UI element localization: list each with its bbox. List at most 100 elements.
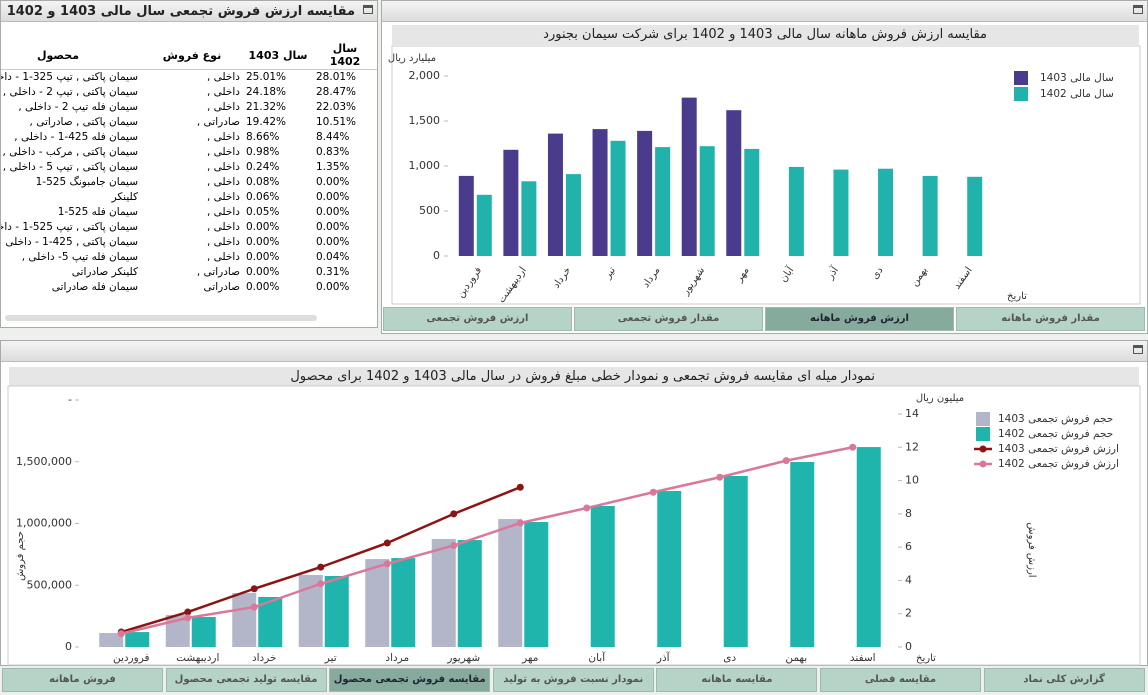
- table-cell: سیمان فله تیپ 2 - داخلی ,: [18, 101, 138, 113]
- table-row: 0.00% 0.06% داخلی , کلینکر: [1, 190, 377, 205]
- chart-tab[interactable]: مقدار فروش تجمعی: [574, 307, 763, 331]
- bottom-tab[interactable]: مقایسه فصلی: [820, 668, 981, 692]
- table-cell: سیمان فله تیپ 5- داخلی ,: [21, 251, 138, 263]
- panel-header: [382, 1, 1147, 22]
- table-cell: داخلی ,: [207, 71, 240, 83]
- bottom-tab[interactable]: مقایسه تولید تجمعی محصول: [165, 668, 327, 692]
- table-cell: 0.00%: [316, 191, 350, 203]
- table-row: 0.00% 0.05% داخلی , سیمان فله 525-1: [1, 205, 377, 220]
- table-cell: داخلی ,: [207, 236, 240, 248]
- table-cell: 0.00%: [316, 236, 350, 248]
- table-cell: سیمان پاکتی , تیپ 5 - داخلی ,: [2, 161, 138, 173]
- table-cell: 0.06%: [246, 191, 280, 203]
- table-panel: مقایسه ارزش فروش تجمعی سال مالی 1403 و 1…: [0, 0, 378, 328]
- table-row: 28.01% 25.01% داخلی , سیمان پاکتی , تیپ 325…: [1, 70, 377, 86]
- table-cell: سیمان فله 425-1 - داخلی ,: [14, 131, 138, 143]
- table-cell: 0.08%: [246, 176, 280, 188]
- table-cell: داخلی ,: [207, 191, 240, 203]
- table-cell: 28.01%: [316, 71, 357, 83]
- column-header: سال 1403: [243, 41, 313, 70]
- table-cell: صادراتی ,: [196, 116, 240, 128]
- table-cell: 19.42%: [246, 116, 287, 128]
- chart-title-bar: [9, 367, 1139, 387]
- table-cell: سیمان پاکتی , مرکب - داخلی ,: [2, 146, 138, 158]
- bottom-tab[interactable]: فروش ماهانه: [2, 668, 163, 692]
- bottom-tab[interactable]: مقایسه فروش تجمعی محصول: [329, 668, 491, 692]
- table-cell: داخلی ,: [207, 146, 240, 158]
- table-cell: 0.00%: [246, 266, 280, 278]
- table-cell: 0.00%: [316, 221, 350, 233]
- table-cell: 0.00%: [316, 206, 350, 218]
- table-row: 0.83% 0.98% داخلی , سیمان پاکتی , مرکب - دا…: [1, 145, 377, 160]
- table-cell: داخلی ,: [207, 161, 240, 173]
- panel-title: مقایسه ارزش فروش تجمعی سال مالی 1403 و 1…: [6, 4, 355, 19]
- table-cell: داخلی ,: [207, 221, 240, 233]
- table-cell: صادراتی: [203, 281, 240, 293]
- sales-table: سال 1402 سال 1403 نوع فروش محصول 28.01% 25.01…: [1, 41, 377, 295]
- scrollbar[interactable]: [5, 315, 317, 321]
- window-icon[interactable]: [1133, 5, 1143, 14]
- table-cell: 22.03%: [316, 101, 357, 113]
- table-cell: 0.31%: [316, 266, 350, 278]
- chart-title-bar: [392, 25, 1139, 45]
- chart-title: مقایسه ارزش فروش ماهانه سال مالی 1403 و …: [543, 27, 987, 42]
- bottom-tab[interactable]: گزارش کلی نماد: [983, 668, 1145, 692]
- table-row: 0.04% 0.00% داخلی , سیمان فله تیپ 5- داخلی …: [1, 250, 377, 265]
- window-icon[interactable]: [1133, 345, 1143, 354]
- table-row: 10.51% 19.42% صادراتی , سیمان پاکتی , صادرا…: [1, 115, 377, 130]
- table-cell: سیمان پاکتی , تیپ 325-1 - داخلی ,: [1, 71, 138, 83]
- table-cell: 0.05%: [246, 206, 280, 218]
- table-row: 0.00% 0.00% صادراتی سیمان فله صادراتی: [1, 280, 377, 295]
- table-row: 0.00% 0.00% داخلی , سیمان پاکتی , تیپ 525-1…: [1, 220, 377, 235]
- table-cell: سیمان پاکتی , صادراتی ,: [29, 116, 138, 128]
- window-icon[interactable]: [363, 5, 373, 14]
- table-cell: 8.44%: [316, 131, 350, 143]
- bottom-tab[interactable]: مقایسه ماهانه: [656, 668, 818, 692]
- table-cell: 0.24%: [246, 161, 280, 173]
- table-cell: کلینکر: [111, 191, 138, 203]
- table-cell: 0.00%: [246, 221, 280, 233]
- product-panel: نمودار میله ای مقایسه فروش تجمعی و نمودا…: [0, 340, 1148, 666]
- chart-tab[interactable]: مقدار فروش ماهانه: [956, 307, 1145, 331]
- column-header: نوع فروش: [141, 41, 243, 70]
- table-row: 0.00% 0.00% داخلی , سیمان پاکتی , 425-1 - د…: [1, 235, 377, 250]
- table-cell: 0.00%: [246, 251, 280, 263]
- table-cell: 0.00%: [246, 281, 280, 293]
- table-cell: کلینکر صادراتی: [71, 266, 138, 278]
- table-cell: 0.00%: [246, 236, 280, 248]
- table-cell: سیمان جامبونگ 525-1: [35, 176, 138, 188]
- table-cell: 0.04%: [316, 251, 350, 263]
- table-cell: 21.32%: [246, 101, 287, 113]
- table-row: 1.35% 0.24% داخلی , سیمان پاکتی , تیپ 5 - د…: [1, 160, 377, 175]
- table-row: 0.31% 0.00% صادراتی , کلینکر صادراتی: [1, 265, 377, 280]
- table-cell: داخلی ,: [207, 206, 240, 218]
- bottom-tab[interactable]: نمودار نسبت فروش به تولید: [492, 668, 654, 692]
- table-cell: 0.00%: [316, 281, 350, 293]
- table-cell: سیمان پاکتی , تیپ 525-1 - داخلی ,: [1, 221, 138, 233]
- chart-tab[interactable]: ارزش فروش تجمعی: [383, 307, 572, 331]
- column-header: سال 1402: [313, 41, 377, 70]
- table-row: 22.03% 21.32% داخلی , سیمان فله تیپ 2 - داخ…: [1, 100, 377, 115]
- table-cell: سیمان فله 525-1: [57, 206, 138, 218]
- column-header: محصول: [1, 41, 141, 70]
- table-cell: 8.66%: [246, 131, 280, 143]
- chart-tab[interactable]: ارزش فروش ماهانه: [765, 307, 954, 331]
- table-cell: 25.01%: [246, 71, 287, 83]
- table-cell: سیمان پاکتی , تیپ 2 - داخلی ,: [2, 86, 138, 98]
- table-cell: داخلی ,: [207, 101, 240, 113]
- table-cell: 10.51%: [316, 116, 357, 128]
- table-cell: سیمان فله صادراتی: [51, 281, 138, 293]
- table-cell: داخلی ,: [207, 131, 240, 143]
- header-row: سال 1402 سال 1403 نوع فروش محصول: [1, 41, 377, 70]
- table-row: 0.00% 0.08% داخلی , سیمان جامبونگ 525-1: [1, 175, 377, 190]
- table-cell: داخلی ,: [207, 251, 240, 263]
- table-cell: صادراتی ,: [196, 266, 240, 278]
- panel-header: [1, 1, 377, 22]
- table-cell: 0.00%: [316, 176, 350, 188]
- table-cell: داخلی ,: [207, 176, 240, 188]
- table-cell: 0.98%: [246, 146, 280, 158]
- table-cell: 1.35%: [316, 161, 350, 173]
- chart-title: نمودار میله ای مقایسه فروش تجمعی و نمودا…: [290, 369, 875, 384]
- table-row: 8.44% 8.66% داخلی , سیمان فله 425-1 - داخلی…: [1, 130, 377, 145]
